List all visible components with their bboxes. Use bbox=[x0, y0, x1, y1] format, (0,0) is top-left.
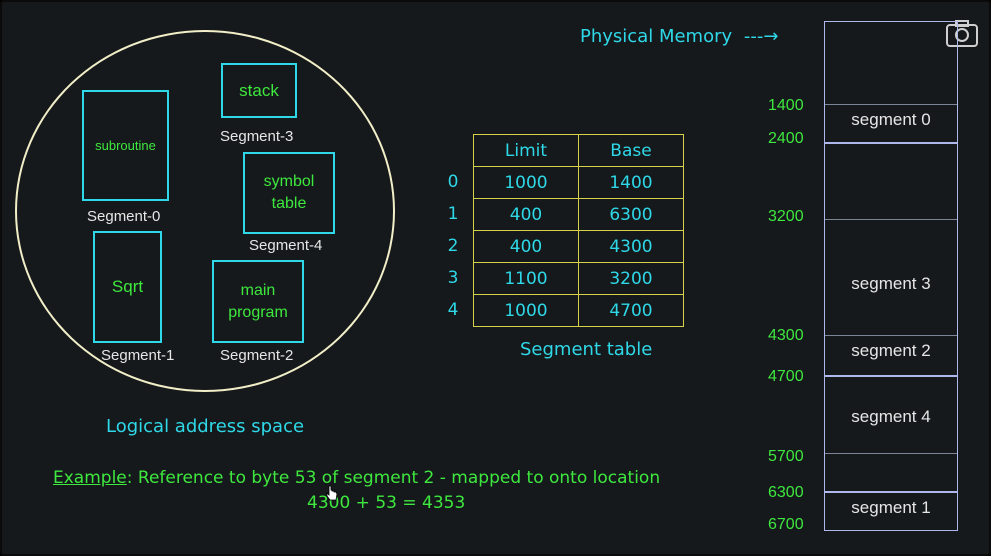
address-label: 6700 bbox=[768, 516, 804, 533]
memory-segment-0: segment 0 bbox=[851, 110, 931, 129]
physical-memory-column: segment 0 segment 3 segment 2 segment 4 … bbox=[824, 21, 958, 531]
segment-4-box: symbol table bbox=[243, 152, 335, 234]
memory-boundary bbox=[825, 491, 957, 493]
memory-boundary bbox=[825, 335, 957, 336]
address-label: 2400 bbox=[768, 130, 804, 147]
address-label: 5700 bbox=[768, 448, 804, 465]
segment-0-label: Segment-0 bbox=[87, 208, 161, 225]
row-index-2: 2 bbox=[447, 236, 459, 256]
physical-memory-arrow: ---→ bbox=[743, 26, 779, 47]
segment-1-box: Sqrt bbox=[93, 231, 162, 343]
base-cell: 1400 bbox=[578, 166, 684, 199]
memory-boundary bbox=[825, 142, 957, 144]
address-label: 1400 bbox=[768, 97, 804, 114]
base-cell: 4700 bbox=[578, 294, 684, 327]
limit-cell: 1100 bbox=[473, 262, 579, 295]
memory-boundary bbox=[825, 219, 957, 220]
segment-2-box: main program bbox=[212, 260, 304, 343]
row-index-1: 1 bbox=[447, 204, 459, 224]
mouse-cursor-icon bbox=[326, 485, 338, 501]
row-index-4: 4 bbox=[447, 300, 459, 320]
memory-boundary bbox=[825, 104, 957, 105]
segment-0-box: subroutine bbox=[82, 90, 169, 201]
address-label: 6300 bbox=[768, 484, 804, 501]
memory-segment-4: segment 4 bbox=[851, 407, 931, 426]
address-label: 4300 bbox=[768, 327, 804, 344]
memory-boundary bbox=[825, 375, 957, 377]
camera-icon[interactable] bbox=[945, 18, 979, 48]
segment-table-header: Limit Base bbox=[473, 134, 684, 167]
memory-segment-3: segment 3 bbox=[851, 274, 931, 293]
memory-segment-1: segment 1 bbox=[851, 498, 931, 517]
segment-0-name: subroutine bbox=[95, 137, 156, 153]
memory-boundary bbox=[825, 453, 957, 454]
table-row: 400 4300 bbox=[473, 230, 684, 263]
segment-2-label: Segment-2 bbox=[220, 347, 294, 364]
segment-1-name: Sqrt bbox=[111, 277, 144, 296]
table-row: 1100 3200 bbox=[473, 262, 684, 295]
segment-table: Limit Base 1000 1400 400 6300 400 4300 1… bbox=[473, 134, 684, 327]
table-row: 1000 1400 bbox=[473, 166, 684, 199]
address-label: 4700 bbox=[768, 368, 804, 385]
base-cell: 6300 bbox=[578, 198, 684, 231]
limit-cell: 1000 bbox=[473, 294, 579, 327]
segment-3-name: stack bbox=[239, 80, 279, 100]
row-index-3: 3 bbox=[447, 268, 459, 288]
segment-table-caption: Segment table bbox=[520, 339, 653, 360]
memory-segment-2: segment 2 bbox=[851, 341, 931, 360]
limit-cell: 400 bbox=[473, 230, 579, 263]
segment-3-box: stack bbox=[221, 63, 297, 118]
table-row: 1000 4700 bbox=[473, 294, 684, 327]
limit-header: Limit bbox=[473, 134, 579, 167]
limit-cell: 400 bbox=[473, 198, 579, 231]
segment-2-name: main program bbox=[228, 281, 288, 321]
table-row: 400 6300 bbox=[473, 198, 684, 231]
limit-cell: 1000 bbox=[473, 166, 579, 199]
segment-4-label: Segment-4 bbox=[249, 237, 323, 254]
address-label: 3200 bbox=[768, 208, 804, 225]
physical-memory-label: Physical Memory bbox=[580, 26, 733, 47]
segment-3-label: Segment-3 bbox=[220, 128, 294, 145]
segment-1-label: Segment-1 bbox=[101, 347, 175, 364]
logical-address-space-circle bbox=[15, 30, 395, 392]
example-line: Example: Reference to byte 53 of segment… bbox=[53, 468, 660, 488]
example-text: : Reference to byte 53 of segment 2 - ma… bbox=[126, 468, 661, 488]
base-cell: 3200 bbox=[578, 262, 684, 295]
example-equation: 4300 + 53 = 4353 bbox=[307, 493, 466, 513]
logical-address-space-caption: Logical address space bbox=[106, 416, 305, 437]
row-index-0: 0 bbox=[447, 172, 459, 192]
base-cell: 4300 bbox=[578, 230, 684, 263]
base-header: Base bbox=[578, 134, 684, 167]
example-label: Example bbox=[53, 468, 127, 488]
physical-memory-title: Physical Memory ---→ bbox=[580, 26, 778, 47]
segment-4-name: symbol table bbox=[263, 173, 315, 212]
